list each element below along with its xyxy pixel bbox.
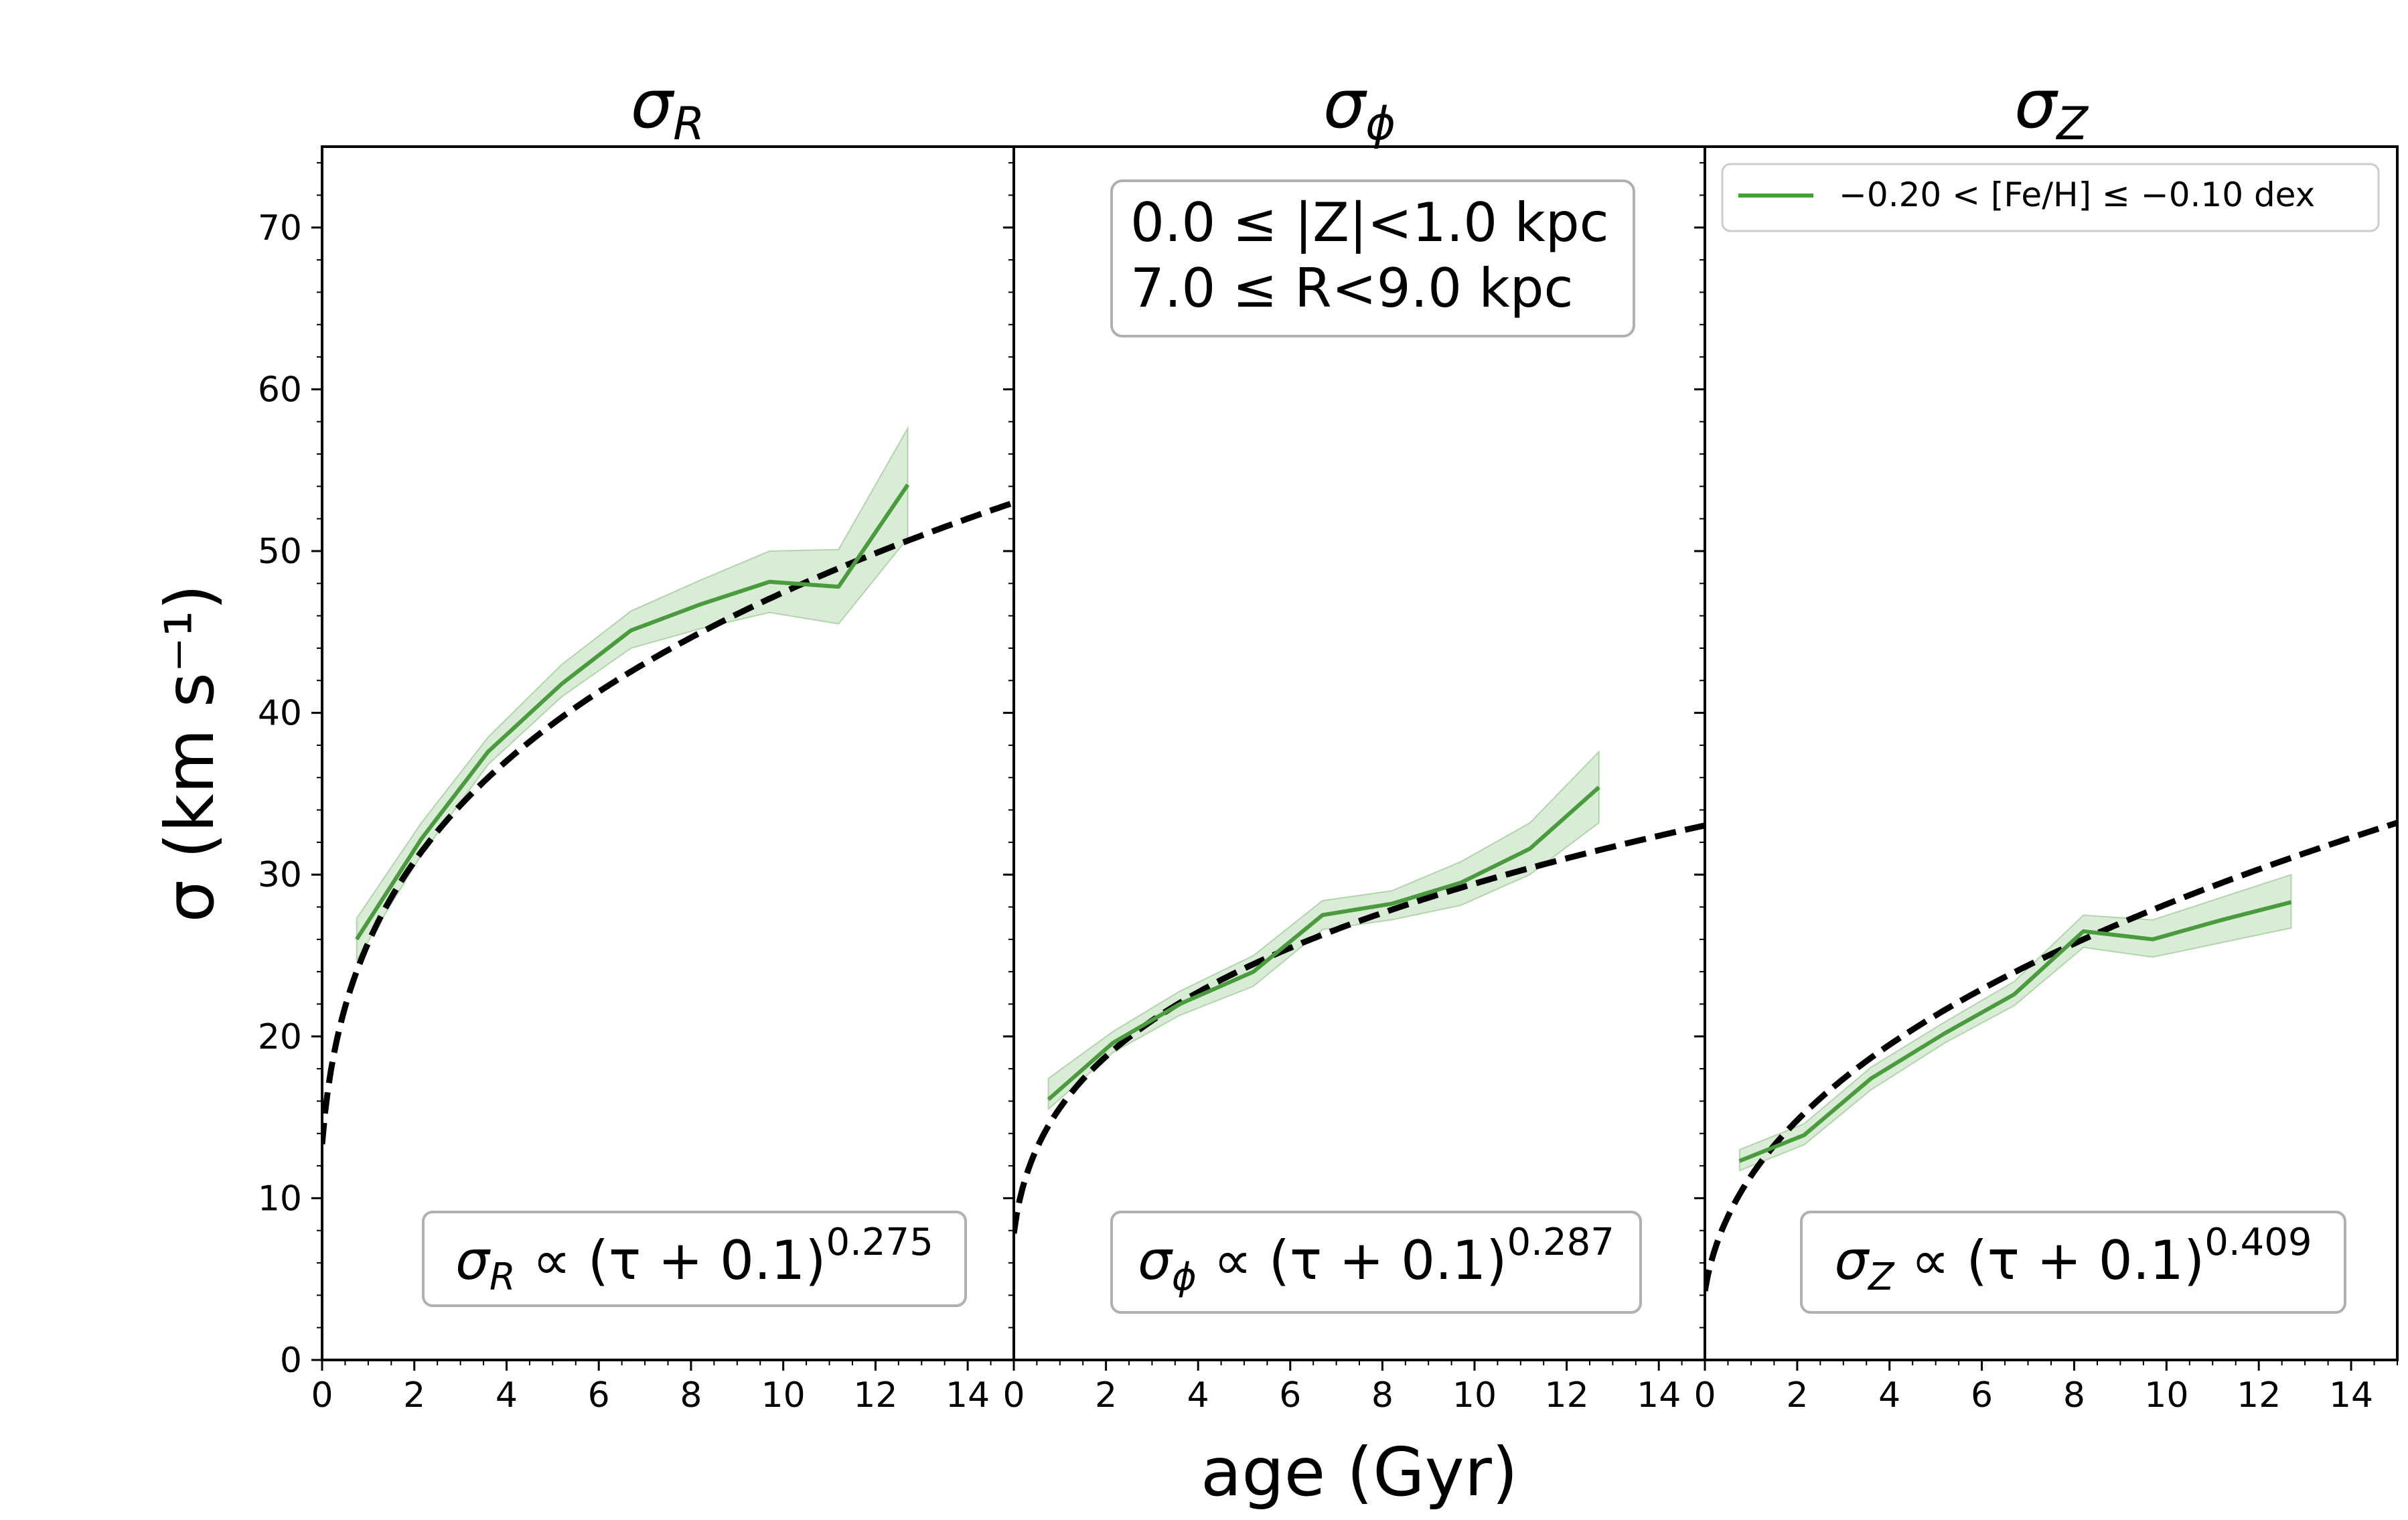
formula-box-sigma-phi: σϕ ∝ (τ + 0.1)0.287 bbox=[1112, 1212, 1641, 1312]
x-tick-label: 8 bbox=[680, 1375, 702, 1416]
data-point bbox=[1804, 1135, 1805, 1136]
x-tick-label: 8 bbox=[2063, 1375, 2085, 1416]
x-tick-label: 0 bbox=[311, 1375, 333, 1416]
data-point bbox=[1048, 1099, 1049, 1100]
panel-sigma-r: σR σR ∝ (τ + 0.1)0.275 0 2 4 6 8 10 12 14 0 10 20… bbox=[258, 65, 1014, 1416]
x-tick-label: 12 bbox=[1545, 1375, 1589, 1416]
formula-box-sigma-r: σR ∝ (τ + 0.1)0.275 bbox=[423, 1212, 966, 1306]
y-tick-label: 0 bbox=[280, 1341, 302, 1381]
data-point bbox=[421, 839, 422, 840]
y-tick-label: 50 bbox=[258, 532, 302, 572]
x-tick-label: 14 bbox=[1637, 1375, 1681, 1416]
x-tick-label: 10 bbox=[761, 1375, 806, 1416]
x-tick-label: 6 bbox=[1279, 1375, 1301, 1416]
panel-sigma-phi: σϕ 0.0 ≤ |Z|<1.0 kpc 7.0 ≤ R<9.0 kpc σϕ … bbox=[1002, 65, 1705, 1416]
x-tick-label: 10 bbox=[1452, 1375, 1497, 1416]
x-tick-label: 4 bbox=[1878, 1375, 1900, 1416]
data-point bbox=[769, 581, 770, 582]
y-tick-label: 40 bbox=[258, 694, 302, 734]
x-tick-label: 2 bbox=[403, 1375, 425, 1416]
figure: age (Gyr) σ (km s⁻¹) σR σR ∝ (τ + 0.1)0.… bbox=[0, 0, 2408, 1520]
y-tick-label: 70 bbox=[258, 208, 302, 248]
formula-box-sigma-z: σZ ∝ (τ + 0.1)0.409 bbox=[1801, 1212, 2345, 1312]
panel-title-sigma-r: σR bbox=[631, 65, 705, 151]
annotation-z-range: 0.0 ≤ |Z|<1.0 kpc bbox=[1130, 192, 1609, 254]
y-tick-label: 30 bbox=[258, 855, 302, 895]
annotation-r-range: 7.0 ≤ R<9.0 kpc bbox=[1130, 257, 1573, 319]
y-tick-label: 20 bbox=[258, 1017, 302, 1057]
x-tick-label: 2 bbox=[1095, 1375, 1117, 1416]
panel-title-sigma-z: σZ bbox=[2014, 65, 2089, 151]
axes-frame bbox=[322, 147, 1014, 1360]
x-axis-label: age (Gyr) bbox=[1201, 1433, 1518, 1511]
region-annotation-box: 0.0 ≤ |Z|<1.0 kpc 7.0 ≤ R<9.0 kpc bbox=[1112, 181, 1634, 336]
legend-label: −0.20 < [Fe/H] ≤ −0.10 dex bbox=[1839, 175, 2315, 214]
x-tick-label: 2 bbox=[1786, 1375, 1808, 1416]
data-point bbox=[1739, 1160, 1740, 1161]
x-tick-label: 12 bbox=[853, 1375, 897, 1416]
x-tick-label: 12 bbox=[2237, 1375, 2281, 1416]
y-tick-label: 60 bbox=[258, 370, 302, 410]
y-axis-label: σ (km s⁻¹) bbox=[151, 584, 229, 922]
x-tick-label: 14 bbox=[2329, 1375, 2373, 1416]
panel-sigma-z: σZ −0.20 < [Fe/H] ≤ −0.10 dex σZ ∝ (τ + … bbox=[1694, 65, 2397, 1416]
uncertainty-band bbox=[1740, 875, 2291, 1170]
y-tick-label: 10 bbox=[258, 1179, 302, 1219]
data-point bbox=[1391, 903, 1392, 904]
x-tick-label: 10 bbox=[2144, 1375, 2188, 1416]
x-tick-label: 6 bbox=[588, 1375, 610, 1416]
x-tick-label: 4 bbox=[496, 1375, 518, 1416]
x-tick-label: 0 bbox=[1694, 1375, 1716, 1416]
data-point bbox=[487, 751, 488, 752]
x-tick-label: 14 bbox=[946, 1375, 990, 1416]
legend: −0.20 < [Fe/H] ≤ −0.10 dex bbox=[1722, 164, 2379, 231]
panel-title-sigma-phi: σϕ bbox=[1323, 65, 1396, 151]
x-tick-label: 4 bbox=[1187, 1375, 1209, 1416]
data-point bbox=[907, 484, 908, 485]
data-point bbox=[1529, 848, 1530, 849]
x-tick-label: 8 bbox=[1371, 1375, 1394, 1416]
x-tick-label: 0 bbox=[1002, 1375, 1025, 1416]
data-point bbox=[2222, 919, 2223, 920]
data-point bbox=[1871, 1078, 1872, 1079]
x-tick-label: 6 bbox=[1971, 1375, 1993, 1416]
axes-frame bbox=[1705, 147, 2397, 1360]
uncertainty-band bbox=[1049, 752, 1599, 1110]
uncertainty-band bbox=[357, 428, 908, 960]
